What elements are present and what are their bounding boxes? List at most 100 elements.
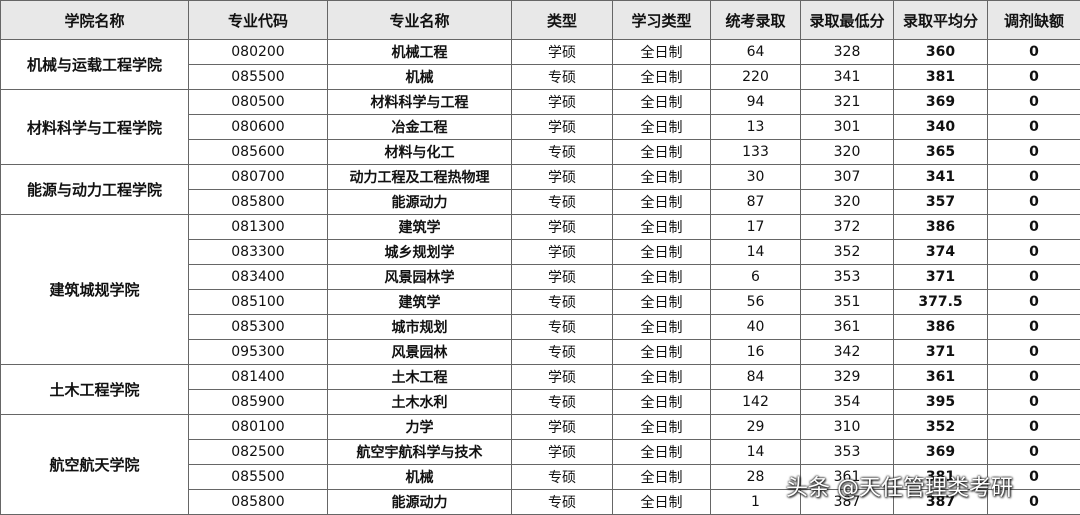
admitted-count: 84	[710, 364, 801, 390]
admitted-count: 142	[710, 389, 801, 415]
admitted-count: 1	[710, 489, 801, 515]
study-mode: 全日制	[612, 439, 711, 465]
major-code: 085800	[188, 489, 328, 515]
study-mode: 全日制	[612, 414, 711, 440]
vacancy: 0	[987, 339, 1080, 365]
avg-score: 381	[893, 64, 988, 90]
college-name: 建筑城规学院	[0, 214, 189, 365]
watermark: 头条 @天任管理类考研	[786, 476, 1013, 501]
avg-score: 377.5	[893, 289, 988, 315]
degree-type: 学硕	[511, 414, 613, 440]
min-score: 372	[800, 214, 894, 240]
vacancy: 0	[987, 39, 1080, 65]
avg-score: 341	[893, 164, 988, 190]
admitted-count: 56	[710, 289, 801, 315]
major-code: 085100	[188, 289, 328, 315]
table-row: 085100 建筑学 专硕 全日制 56 351 377.5 0	[1, 289, 1080, 315]
vacancy: 0	[987, 239, 1080, 265]
min-score: 320	[800, 139, 894, 165]
min-score: 351	[800, 289, 894, 315]
avg-score: 360	[893, 39, 988, 65]
major-code: 081300	[188, 214, 328, 240]
major-code: 085300	[188, 314, 328, 340]
table-row: 能源与动力工程学院 080700 动力工程及工程热物理 学硕 全日制 30 307 341 0	[0, 164, 1080, 215]
major-name: 机械	[327, 464, 512, 490]
degree-type: 专硕	[511, 289, 613, 315]
major-code: 080700	[188, 164, 328, 190]
major-code: 080500	[188, 89, 328, 115]
major-name: 机械工程	[327, 39, 512, 65]
major-name: 城市规划	[327, 314, 512, 340]
min-score: 307	[800, 164, 894, 190]
study-mode: 全日制	[612, 264, 711, 290]
college-name: 土木工程学院	[0, 364, 189, 415]
table-body: 机械与运载工程学院 080200 机械工程 学硕 全日制 64 328 360 0 085500 机…	[0, 39, 1080, 515]
header-row: 学院名称 专业代码 专业名称 类型 学习类型 统考录取 录取最低分 录取平均分 调剂缺额	[0, 0, 1080, 40]
admitted-count: 16	[710, 339, 801, 365]
min-score: 301	[800, 114, 894, 140]
column-header: 统考录取	[710, 0, 801, 40]
degree-type: 学硕	[511, 39, 613, 65]
column-header: 调剂缺额	[987, 0, 1080, 40]
avg-score: 371	[893, 339, 988, 365]
study-mode: 全日制	[612, 389, 711, 415]
major-code: 083400	[188, 264, 328, 290]
admitted-count: 17	[710, 214, 801, 240]
college-name: 能源与动力工程学院	[0, 164, 189, 215]
major-name: 能源动力	[327, 189, 512, 215]
major-name: 动力工程及工程热物理	[327, 164, 512, 190]
degree-type: 专硕	[511, 464, 613, 490]
vacancy: 0	[987, 214, 1080, 240]
vacancy: 0	[987, 414, 1080, 440]
avg-score: 369	[893, 89, 988, 115]
min-score: 353	[800, 439, 894, 465]
study-mode: 全日制	[612, 189, 711, 215]
degree-type: 专硕	[511, 339, 613, 365]
admitted-count: 29	[710, 414, 801, 440]
study-mode: 全日制	[612, 139, 711, 165]
table-row: 建筑城规学院 081300 建筑学 学硕 全日制 17 372 386 0	[0, 214, 1080, 365]
avg-score: 371	[893, 264, 988, 290]
vacancy: 0	[987, 264, 1080, 290]
admitted-count: 14	[710, 239, 801, 265]
admitted-count: 87	[710, 189, 801, 215]
vacancy: 0	[987, 439, 1080, 465]
min-score: 310	[800, 414, 894, 440]
major-code: 082500	[188, 439, 328, 465]
degree-type: 专硕	[511, 389, 613, 415]
study-mode: 全日制	[612, 39, 711, 65]
avg-score: 357	[893, 189, 988, 215]
vacancy: 0	[987, 364, 1080, 390]
table-row: 085500 机械 专硕 全日制 28 361 381 0	[1, 464, 1080, 490]
vacancy: 0	[987, 114, 1080, 140]
study-mode: 全日制	[612, 339, 711, 365]
min-score: 352	[800, 239, 894, 265]
min-score: 328	[800, 39, 894, 65]
degree-type: 学硕	[511, 439, 613, 465]
column-header: 学习类型	[612, 0, 711, 40]
study-mode: 全日制	[612, 289, 711, 315]
degree-type: 学硕	[511, 364, 613, 390]
avg-score: 340	[893, 114, 988, 140]
study-mode: 全日制	[612, 489, 711, 515]
table-row: 土木工程学院 081400 土木工程 学硕 全日制 84 329 361 0	[0, 364, 1080, 415]
study-mode: 全日制	[612, 64, 711, 90]
column-header: 学院名称	[0, 0, 189, 40]
avg-score: 381	[893, 464, 988, 490]
degree-type: 专硕	[511, 489, 613, 515]
avg-score: 395	[893, 389, 988, 415]
vacancy: 0	[987, 289, 1080, 315]
min-score: 361	[800, 464, 894, 490]
major-name: 能源动力	[327, 489, 512, 515]
major-code: 085900	[188, 389, 328, 415]
avg-score: 386	[893, 314, 988, 340]
study-mode: 全日制	[612, 464, 711, 490]
min-score: 329	[800, 364, 894, 390]
table-row: 085500 机械 专硕 全日制 220 341 381 0	[1, 64, 1080, 90]
vacancy: 0	[987, 64, 1080, 90]
degree-type: 学硕	[511, 114, 613, 140]
column-header: 类型	[511, 0, 613, 40]
study-mode: 全日制	[612, 214, 711, 240]
